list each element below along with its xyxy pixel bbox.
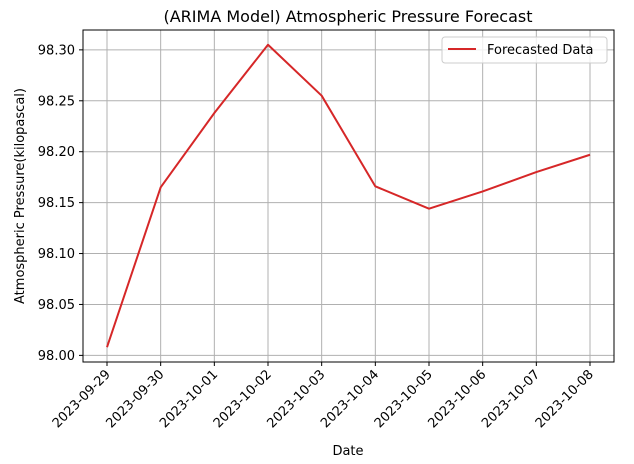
series-line [106, 43, 591, 348]
legend-box [441, 36, 608, 64]
chart-title: (ARIMA Model) Atmospheric Pressure Forec… [163, 7, 532, 26]
y-tick-label: 98.10 [38, 247, 75, 262]
legend: Forecasted Data [441, 36, 608, 64]
y-tick-label: 98.20 [38, 145, 75, 160]
y-axis-ticks: 98.00 98.05 98.10 98.15 98.20 98.25 98.30 [38, 43, 83, 364]
series-layer [106, 43, 591, 348]
y-tick-label: 98.00 [38, 349, 75, 364]
x-tick-label: 2023-10-08 [533, 367, 597, 431]
y-axis-label: Atmospheric Pressure(kilopascal) [13, 88, 28, 304]
plot-area [82, 29, 615, 363]
grid-lines [83, 30, 614, 362]
y-tick-label: 98.15 [38, 196, 75, 211]
x-axis-label: Date [332, 444, 363, 459]
legend-label: Forecasted Data [487, 43, 593, 58]
x-axis-ticks: 2023-09-292023-09-302023-10-012023-10-02… [50, 362, 597, 431]
y-tick-label: 98.05 [38, 298, 75, 313]
y-tick-label: 98.30 [38, 43, 75, 58]
y-tick-label: 98.25 [38, 94, 75, 109]
